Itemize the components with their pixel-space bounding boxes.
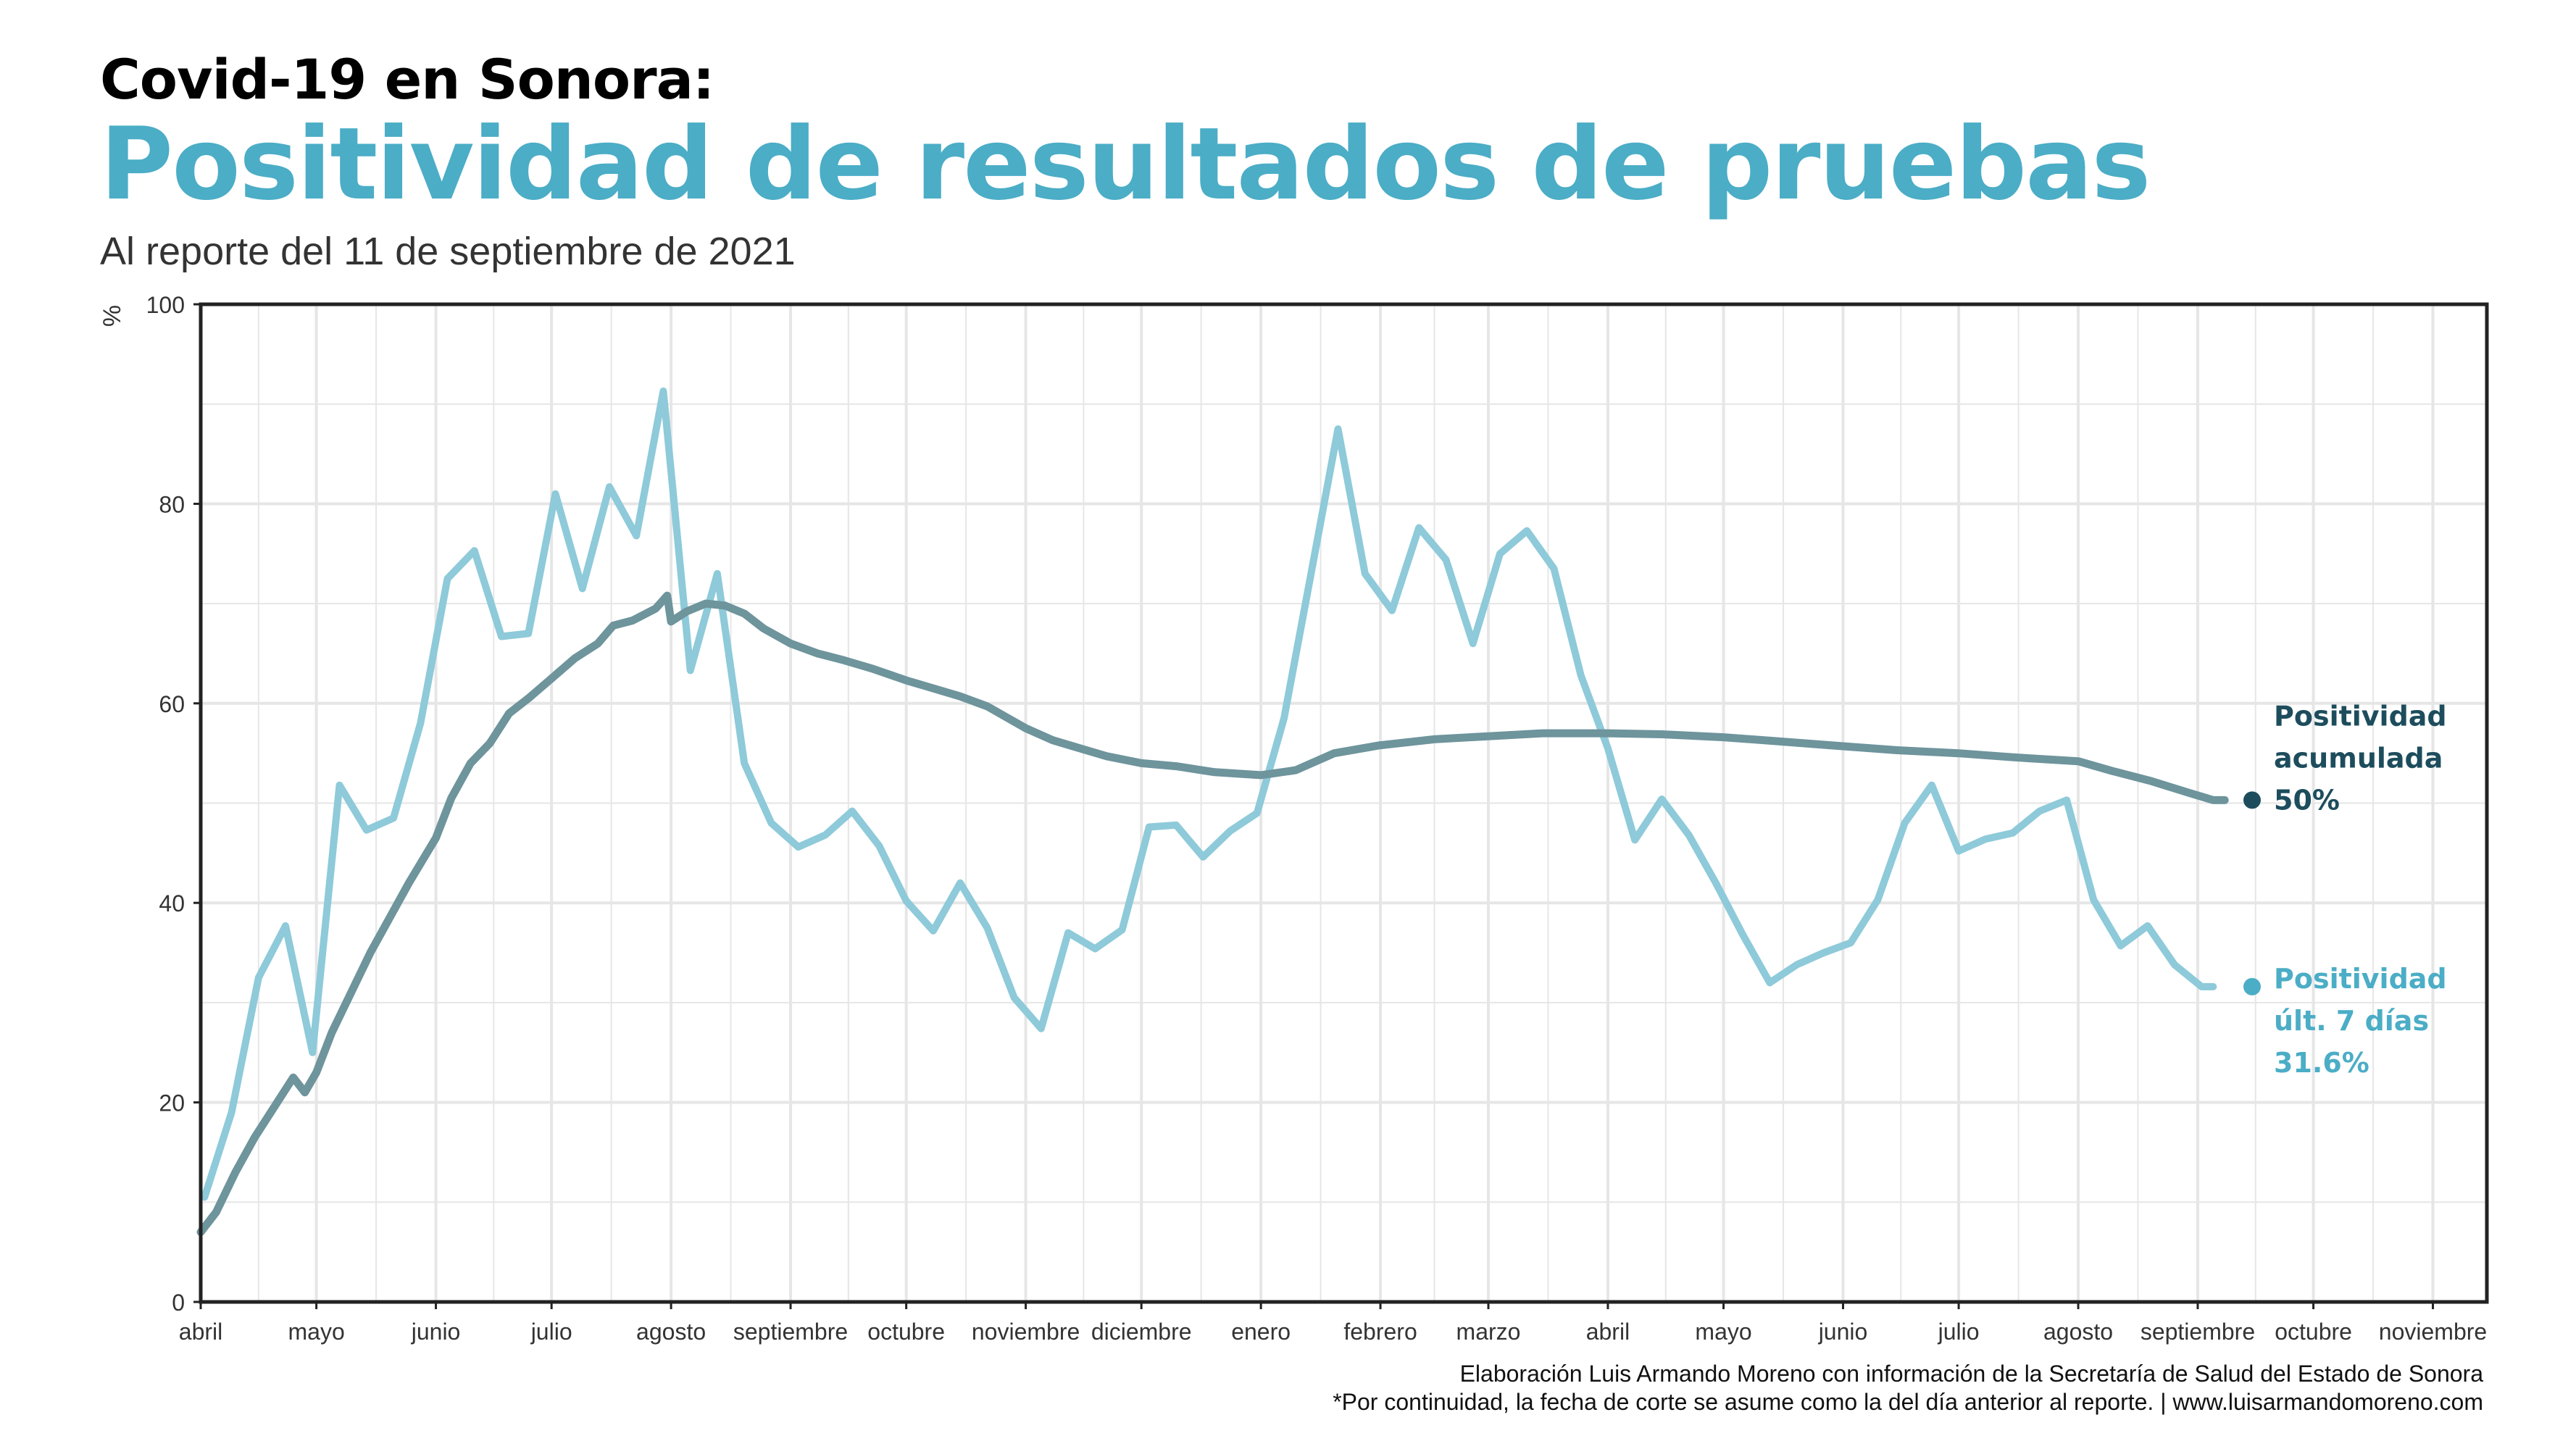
- series-annotation-weekly: últ. 7 días: [2274, 1005, 2429, 1037]
- chart-supertitle: Covid-19 en Sonora:: [100, 47, 714, 112]
- x-tick-label: abril: [179, 1319, 222, 1345]
- y-tick-label: 60: [159, 691, 185, 717]
- x-tick-label: noviembre: [2379, 1319, 2487, 1345]
- x-tick-label: julio: [1938, 1319, 1980, 1345]
- caption-note: *Por continuidad, la fecha de corte se a…: [1333, 1389, 2483, 1415]
- x-tick-label: abril: [1586, 1319, 1630, 1345]
- x-tick-label: julio: [530, 1319, 572, 1345]
- y-tick-label: 40: [159, 890, 185, 916]
- x-tick-label: marzo: [1456, 1319, 1521, 1345]
- series-annotation-cumulative: acumulada: [2274, 742, 2443, 774]
- x-tick-label: octubre: [2275, 1319, 2352, 1345]
- series-endpoint-weekly: [2243, 977, 2261, 995]
- y-tick-label: 100: [146, 292, 185, 318]
- y-axis-label: %: [99, 305, 126, 327]
- x-tick-label: mayo: [288, 1319, 344, 1345]
- series-annotation-cumulative: 50%: [2274, 784, 2340, 816]
- x-tick-label: enero: [1231, 1319, 1291, 1345]
- x-tick-label: agosto: [636, 1319, 706, 1345]
- x-tick-label: junio: [1818, 1319, 1868, 1345]
- series-annotation-weekly: 31.6%: [2274, 1047, 2369, 1079]
- series-line-weekly: [201, 387, 2217, 1201]
- y-tick-label: 80: [159, 491, 185, 517]
- chart-title: Positividad de resultados de pruebas: [100, 106, 2151, 222]
- series-annotation-cumulative: Positividad: [2274, 700, 2447, 732]
- series-annotations: Positividad últ. 7 días 31.6% Positividad ac…: [2243, 700, 2447, 1079]
- x-tick-label: diciembre: [1091, 1319, 1192, 1345]
- x-tick-label: septiembre: [733, 1319, 848, 1345]
- x-axis: abril mayo junio julio agosto septiembre octub…: [179, 1302, 2487, 1345]
- plot-frame: [199, 302, 2489, 1304]
- x-tick-label: noviembre: [972, 1319, 1080, 1345]
- chart-subtitle: Al reporte del 11 de septiembre de 2021: [100, 230, 796, 273]
- series-line-cumulative: [196, 591, 2229, 1237]
- y-axis: 0 20 40 60 80 100: [146, 292, 201, 1316]
- y-tick-label: 0: [172, 1290, 185, 1316]
- series-layer: [196, 387, 2229, 1237]
- x-tick-label: junio: [411, 1319, 461, 1345]
- y-tick-label: 20: [159, 1090, 185, 1116]
- grid-minor: [201, 304, 2487, 1302]
- series-annotation-weekly: Positividad: [2274, 963, 2447, 995]
- caption-source: Elaboración Luis Armando Moreno con info…: [1459, 1361, 2483, 1387]
- x-tick-label: mayo: [1695, 1319, 1751, 1345]
- heading: Covid-19 en Sonora: Positividad de resul…: [100, 47, 2151, 274]
- x-tick-label: septiembre: [2141, 1319, 2255, 1345]
- x-tick-label: agosto: [2043, 1319, 2113, 1345]
- x-tick-label: octubre: [867, 1319, 945, 1345]
- x-tick-label: febrero: [1343, 1319, 1417, 1345]
- series-endpoint-cumulative: [2243, 791, 2261, 809]
